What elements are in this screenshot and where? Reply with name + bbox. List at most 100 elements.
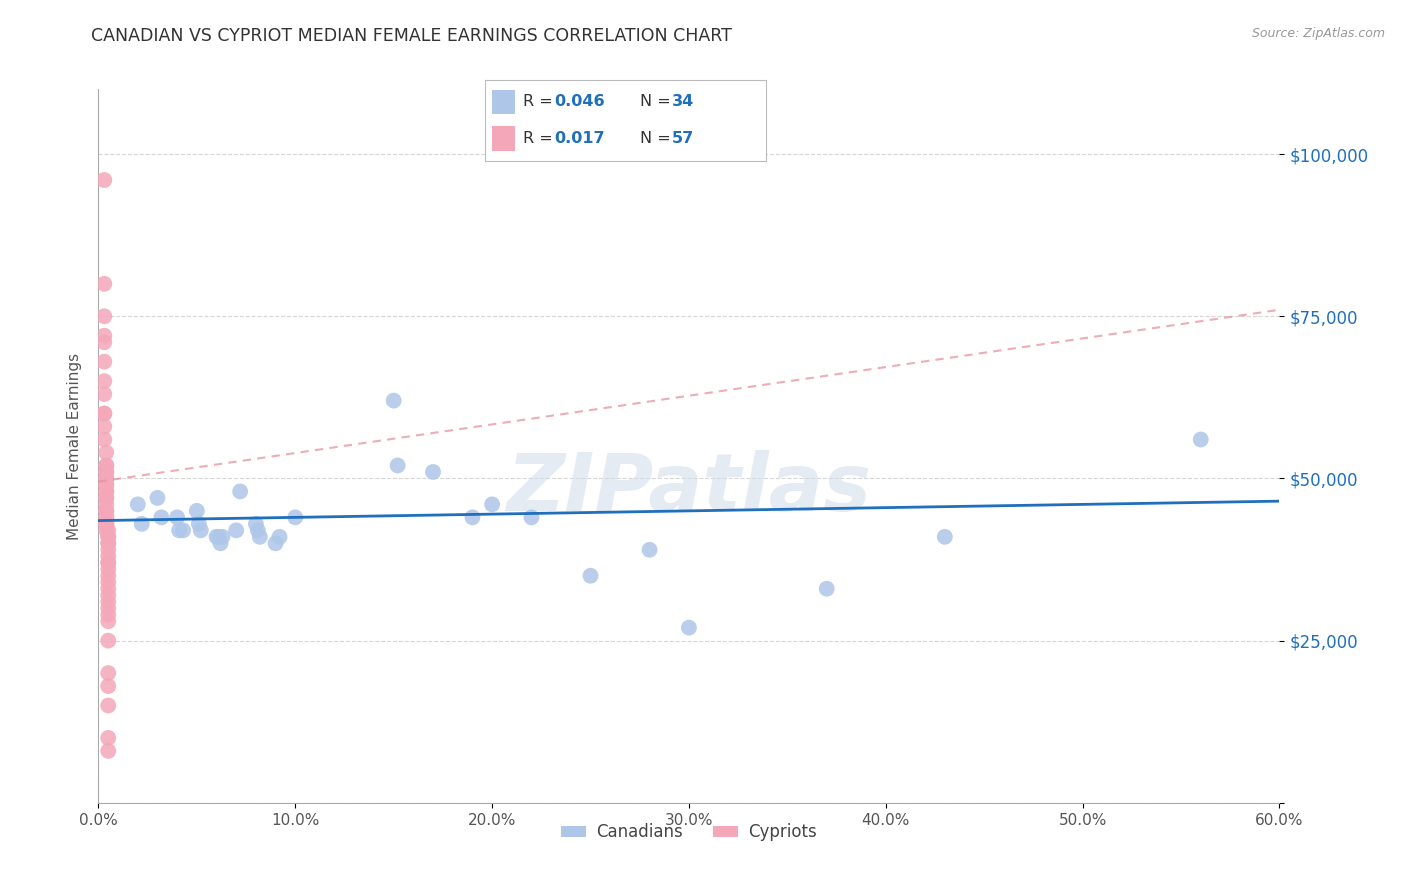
Point: [93, 374, 115, 388]
Point: [815, 582, 838, 596]
Point: [97, 524, 120, 538]
Point: [93, 310, 115, 324]
Point: [225, 524, 247, 538]
Point: [96, 478, 118, 492]
Point: [190, 524, 212, 538]
Point: [96, 491, 118, 505]
Point: [97, 595, 120, 609]
Point: [249, 530, 271, 544]
Point: [93, 173, 115, 187]
Point: [93, 354, 115, 368]
Text: Source: ZipAtlas.com: Source: ZipAtlas.com: [1251, 27, 1385, 40]
Point: [96, 504, 118, 518]
Point: [96, 491, 118, 505]
Bar: [492, 127, 515, 152]
Point: [93, 328, 115, 343]
Point: [96, 510, 118, 524]
Point: [186, 504, 208, 518]
Point: [97, 568, 120, 582]
Point: [246, 524, 269, 538]
Point: [205, 530, 228, 544]
Point: [97, 582, 120, 596]
Point: [97, 549, 120, 564]
Point: [96, 497, 118, 511]
Point: [96, 471, 118, 485]
Text: CANADIAN VS CYPRIOT MEDIAN FEMALE EARNINGS CORRELATION CHART: CANADIAN VS CYPRIOT MEDIAN FEMALE EARNIN…: [91, 27, 733, 45]
Point: [1189, 433, 1212, 447]
Point: [229, 484, 252, 499]
Point: [97, 633, 120, 648]
Point: [127, 497, 149, 511]
Point: [269, 530, 291, 544]
Point: [96, 445, 118, 459]
Point: [520, 510, 543, 524]
Point: [96, 478, 118, 492]
Point: [97, 731, 120, 745]
Point: [93, 419, 115, 434]
Point: [264, 536, 287, 550]
Point: [245, 516, 267, 531]
Point: [209, 536, 232, 550]
Point: [579, 568, 602, 582]
Point: [97, 698, 120, 713]
Point: [96, 458, 118, 473]
Point: [93, 407, 115, 421]
Point: [146, 491, 169, 505]
Text: ZIPatlas: ZIPatlas: [506, 450, 872, 528]
Point: [167, 524, 190, 538]
Bar: [492, 89, 515, 114]
Point: [97, 542, 120, 557]
Point: [97, 530, 120, 544]
Point: [97, 530, 120, 544]
Point: [96, 510, 118, 524]
Point: [93, 433, 115, 447]
Point: [93, 335, 115, 350]
Point: [97, 562, 120, 576]
Point: [96, 471, 118, 485]
Point: [166, 510, 188, 524]
Text: R =: R =: [523, 95, 553, 110]
Point: [150, 510, 173, 524]
Point: [97, 601, 120, 615]
Legend: Canadians, Cypriots: Canadians, Cypriots: [554, 817, 824, 848]
Point: [96, 516, 118, 531]
Point: [172, 524, 194, 538]
Point: [207, 530, 229, 544]
Point: [131, 516, 153, 531]
Point: [96, 458, 118, 473]
Point: [96, 504, 118, 518]
Point: [96, 524, 118, 538]
Point: [96, 484, 118, 499]
Point: [97, 556, 120, 570]
Point: [96, 484, 118, 499]
Point: [187, 516, 209, 531]
Text: R =: R =: [523, 131, 553, 146]
Point: [97, 575, 120, 590]
Point: [461, 510, 484, 524]
Point: [97, 679, 120, 693]
Point: [481, 497, 503, 511]
Point: [93, 387, 115, 401]
Point: [97, 536, 120, 550]
Point: [97, 588, 120, 602]
Text: N =: N =: [640, 95, 671, 110]
Text: N =: N =: [640, 131, 671, 146]
Text: 0.017: 0.017: [554, 131, 605, 146]
Point: [96, 465, 118, 479]
Text: 34: 34: [672, 95, 695, 110]
Point: [97, 744, 120, 758]
Point: [97, 607, 120, 622]
Point: [97, 536, 120, 550]
Point: [93, 277, 115, 291]
Y-axis label: Median Female Earnings: Median Female Earnings: [66, 352, 82, 540]
Point: [96, 465, 118, 479]
Point: [638, 542, 661, 557]
Point: [93, 407, 115, 421]
Point: [422, 465, 444, 479]
Point: [97, 614, 120, 628]
Point: [97, 666, 120, 681]
Text: 0.046: 0.046: [554, 95, 605, 110]
Point: [934, 530, 956, 544]
Point: [97, 556, 120, 570]
Point: [382, 393, 405, 408]
